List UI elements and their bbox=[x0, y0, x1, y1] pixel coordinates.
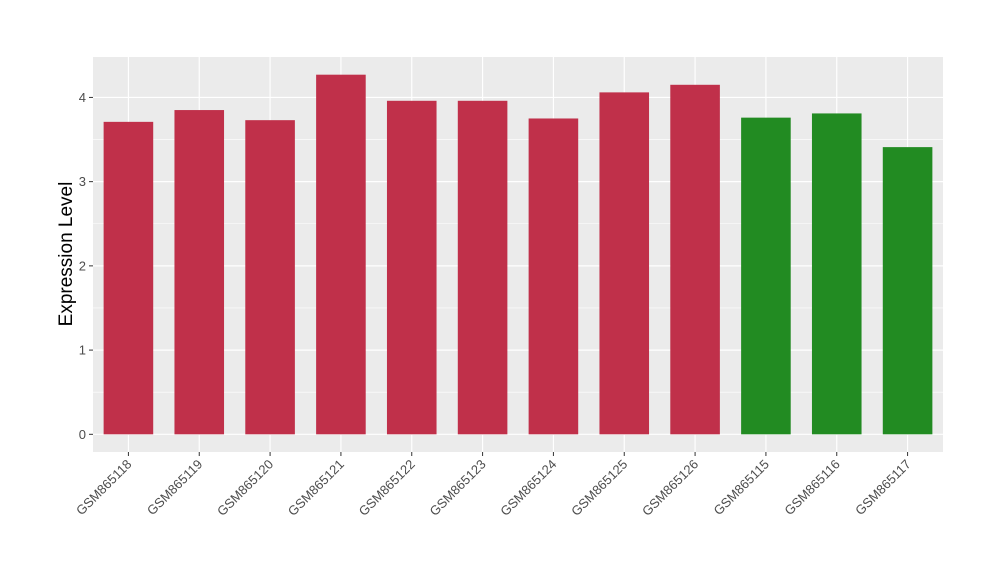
bar-GSM865126 bbox=[670, 84, 720, 435]
bar-GSM865115 bbox=[741, 117, 791, 435]
bars bbox=[103, 74, 933, 435]
bar-GSM865121 bbox=[316, 74, 366, 435]
x-tick-label: GSM865123 bbox=[426, 457, 488, 519]
x-tick-label: GSM865122 bbox=[356, 457, 418, 519]
x-tick-label: GSM865121 bbox=[285, 457, 347, 519]
plot-panel bbox=[93, 57, 943, 452]
y-axis: 0 1 2 3 4 bbox=[79, 90, 93, 442]
bar-GSM865120 bbox=[245, 120, 295, 435]
y-tick-label: 1 bbox=[79, 343, 86, 358]
x-axis: GSM865118 GSM865119 GSM865120 GSM865121 GSM8… bbox=[73, 452, 914, 519]
x-tick-label: GSM865116 bbox=[781, 457, 843, 519]
y-tick-label: 2 bbox=[79, 258, 86, 273]
x-tick-label: GSM865117 bbox=[852, 457, 914, 519]
bar-GSM865125 bbox=[599, 92, 650, 435]
y-tick-label: 3 bbox=[79, 174, 86, 189]
x-tick-label: GSM865120 bbox=[214, 457, 276, 519]
bar-GSM865117 bbox=[882, 147, 933, 435]
x-tick-label: GSM865118 bbox=[73, 457, 135, 519]
bar-GSM865119 bbox=[174, 110, 225, 435]
x-tick-label: GSM865124 bbox=[497, 457, 559, 519]
minor-gridlines bbox=[93, 139, 943, 393]
x-tick-label: GSM865126 bbox=[639, 457, 701, 519]
bar-GSM865124 bbox=[528, 118, 579, 435]
x-tick-label: GSM865119 bbox=[144, 457, 206, 519]
bar-GSM865122 bbox=[386, 100, 437, 435]
y-tick-label: 0 bbox=[79, 427, 86, 442]
bar-GSM865116 bbox=[811, 113, 862, 435]
x-tick-label: GSM865115 bbox=[710, 457, 772, 519]
bar-GSM865123 bbox=[457, 100, 508, 435]
x-tick-label: GSM865125 bbox=[568, 457, 630, 519]
bar-GSM865118 bbox=[103, 121, 154, 435]
y-tick-label: 4 bbox=[79, 90, 86, 105]
y-axis-title: Expression Level bbox=[56, 182, 77, 327]
